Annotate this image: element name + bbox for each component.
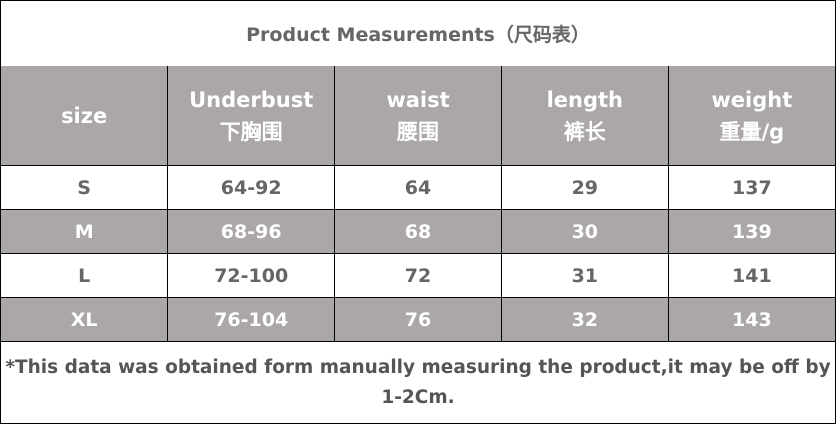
- cell-waist: 64: [334, 165, 502, 210]
- header-label-zh: 下胸围: [219, 119, 283, 144]
- table-row: XL 76-104 76 32 143: [1, 297, 835, 342]
- cell-underbust: 64-92: [167, 165, 336, 210]
- header-label-zh: 腰围: [396, 119, 439, 144]
- table-row: S 64-92 64 29 137: [1, 165, 835, 210]
- cell-size: XL: [1, 297, 169, 342]
- table-row: L 72-100 72 31 141: [1, 253, 835, 298]
- header-row: size Underbust 下胸围 waist 腰围 length 裤长 weigh…: [1, 66, 835, 166]
- header-label-zh: 重量/g: [719, 119, 785, 144]
- header-label: Underbust: [189, 87, 314, 112]
- cell-weight: 143: [667, 297, 835, 342]
- cell-size: M: [1, 209, 169, 254]
- cell-weight: 139: [667, 209, 835, 254]
- cell-size: S: [1, 165, 169, 210]
- header-size: size: [1, 66, 169, 166]
- header-label: length: [546, 87, 623, 112]
- cell-waist: 68: [334, 209, 502, 254]
- cell-waist: 76: [334, 297, 502, 342]
- header-weight: weight 重量/g: [667, 66, 835, 166]
- header-label: waist: [386, 87, 450, 112]
- cell-underbust: 68-96: [167, 209, 336, 254]
- header-label-zh: 裤长: [563, 119, 606, 144]
- header-label: size: [61, 103, 108, 128]
- header-underbust: Underbust 下胸围: [167, 66, 336, 166]
- measurements-table: size Underbust 下胸围 waist 腰围 length 裤长 weigh…: [1, 66, 835, 342]
- footnote: *This data was obtained form manually me…: [5, 357, 831, 408]
- header-length: length 裤长: [500, 66, 669, 166]
- cell-underbust: 72-100: [167, 253, 336, 298]
- cell-length: 32: [500, 297, 669, 342]
- cell-weight: 137: [667, 165, 835, 210]
- header-waist: waist 腰围: [334, 66, 502, 166]
- chart-title: Product Measurements（尺码表）: [1, 1, 835, 67]
- cell-weight: 141: [667, 253, 835, 298]
- table-row: M 68-96 68 30 139: [1, 209, 835, 254]
- header-label: weight: [711, 87, 793, 112]
- cell-waist: 72: [334, 253, 502, 298]
- cell-size: L: [1, 253, 169, 298]
- cell-length: 30: [500, 209, 669, 254]
- cell-length: 29: [500, 165, 669, 210]
- cell-length: 31: [500, 253, 669, 298]
- cell-underbust: 76-104: [167, 297, 336, 342]
